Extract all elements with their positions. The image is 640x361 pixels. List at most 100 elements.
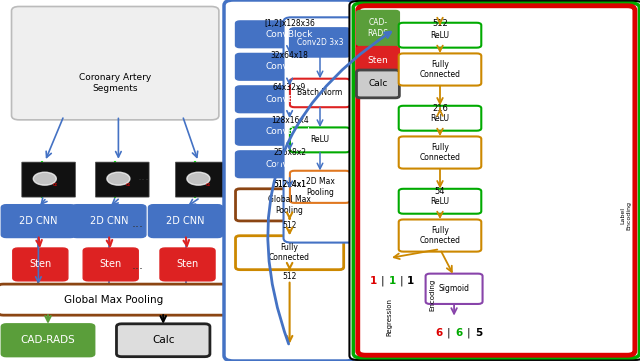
Text: Regression: Regression: [386, 297, 392, 336]
Text: 6: 6: [435, 328, 443, 338]
Text: ConvBlock: ConvBlock: [266, 127, 314, 136]
Text: Fully
Connected: Fully Connected: [419, 226, 461, 245]
Text: Fully
Connected: Fully Connected: [419, 60, 461, 79]
Text: ReLU: ReLU: [431, 31, 449, 40]
Text: ConvBlock: ConvBlock: [266, 95, 314, 104]
Text: 2D Max
Pooling: 2D Max Pooling: [305, 177, 335, 196]
FancyBboxPatch shape: [399, 189, 481, 214]
FancyBboxPatch shape: [175, 162, 229, 197]
Circle shape: [187, 172, 210, 185]
Text: α: α: [126, 182, 130, 187]
Text: 512: 512: [282, 221, 297, 230]
Text: ReLU: ReLU: [431, 114, 449, 123]
FancyBboxPatch shape: [236, 151, 344, 178]
FancyBboxPatch shape: [12, 6, 219, 120]
Text: Global Max
Pooling: Global Max Pooling: [268, 195, 311, 214]
Text: 512: 512: [432, 19, 448, 28]
Circle shape: [33, 172, 56, 185]
FancyBboxPatch shape: [236, 21, 344, 48]
FancyBboxPatch shape: [236, 118, 344, 145]
Text: ...: ...: [132, 259, 143, 272]
Text: |: |: [399, 275, 403, 286]
Text: 216: 216: [432, 104, 448, 113]
Text: ConvBlock: ConvBlock: [266, 30, 314, 39]
FancyBboxPatch shape: [290, 79, 350, 107]
FancyBboxPatch shape: [290, 127, 350, 152]
FancyBboxPatch shape: [95, 162, 149, 197]
FancyBboxPatch shape: [399, 136, 481, 169]
Text: Coronary Artery
Segments: Coronary Artery Segments: [79, 73, 151, 93]
Text: [1,2]x128x36: [1,2]x128x36: [264, 19, 315, 28]
Text: α: α: [52, 182, 56, 187]
FancyBboxPatch shape: [22, 162, 76, 197]
Text: Fully
Connected: Fully Connected: [269, 243, 310, 262]
Text: 512x4x1: 512x4x1: [273, 180, 306, 188]
FancyBboxPatch shape: [116, 324, 210, 357]
Text: Calc: Calc: [368, 79, 388, 88]
FancyBboxPatch shape: [420, 253, 492, 355]
Text: |: |: [380, 275, 384, 286]
Text: Sigmoid: Sigmoid: [438, 284, 470, 293]
FancyBboxPatch shape: [1, 324, 95, 357]
Text: 128x16x4: 128x16x4: [271, 116, 308, 125]
FancyBboxPatch shape: [148, 205, 223, 238]
Text: Label
Encoding: Label Encoding: [621, 201, 631, 230]
FancyBboxPatch shape: [290, 171, 350, 203]
FancyBboxPatch shape: [72, 205, 146, 238]
FancyBboxPatch shape: [236, 86, 344, 113]
FancyBboxPatch shape: [236, 53, 344, 80]
FancyBboxPatch shape: [284, 17, 356, 243]
Text: |: |: [447, 327, 451, 338]
Text: Calc: Calc: [152, 335, 175, 345]
Text: 256x8x2: 256x8x2: [273, 148, 306, 157]
Text: Global Max Pooling: Global Max Pooling: [64, 295, 163, 305]
FancyBboxPatch shape: [0, 284, 229, 315]
FancyBboxPatch shape: [426, 274, 483, 304]
Text: CAD-RADS: CAD-RADS: [20, 335, 76, 345]
Text: ReLU: ReLU: [431, 197, 449, 206]
Text: ConvBlock: ConvBlock: [266, 160, 314, 169]
Text: |: |: [467, 327, 470, 338]
Text: Sten: Sten: [29, 260, 51, 269]
FancyBboxPatch shape: [399, 53, 481, 86]
Text: CAD-
RADS: CAD- RADS: [367, 18, 388, 38]
FancyBboxPatch shape: [290, 28, 350, 57]
FancyBboxPatch shape: [1, 205, 76, 238]
Text: 32x64x18: 32x64x18: [271, 51, 308, 60]
FancyBboxPatch shape: [13, 248, 68, 281]
Text: ReLU: ReLU: [310, 135, 330, 144]
Text: Encoding: Encoding: [429, 278, 435, 311]
FancyBboxPatch shape: [399, 23, 481, 48]
FancyBboxPatch shape: [83, 248, 138, 281]
Text: Sten: Sten: [177, 260, 198, 269]
FancyBboxPatch shape: [224, 0, 355, 361]
Text: 2D CNN: 2D CNN: [90, 216, 128, 226]
Text: 512: 512: [282, 272, 297, 280]
Text: Batch Norm: Batch Norm: [298, 88, 342, 97]
Text: α: α: [206, 182, 210, 187]
FancyBboxPatch shape: [356, 70, 399, 98]
Text: 6: 6: [456, 328, 463, 338]
FancyBboxPatch shape: [366, 10, 627, 351]
Text: 1: 1: [369, 276, 376, 286]
Text: 64x32x9: 64x32x9: [273, 83, 306, 92]
Text: 1: 1: [388, 276, 396, 286]
Text: 5: 5: [475, 328, 482, 338]
FancyBboxPatch shape: [356, 47, 399, 74]
FancyBboxPatch shape: [356, 10, 399, 45]
Text: 54: 54: [435, 187, 445, 196]
Circle shape: [107, 172, 130, 185]
Text: 2D CNN: 2D CNN: [166, 216, 205, 226]
FancyBboxPatch shape: [349, 1, 640, 360]
Text: ...: ...: [138, 170, 150, 183]
FancyBboxPatch shape: [399, 106, 481, 131]
Text: 1: 1: [407, 276, 414, 286]
FancyBboxPatch shape: [236, 189, 344, 221]
Text: ConvBlock: ConvBlock: [266, 62, 314, 71]
FancyBboxPatch shape: [236, 236, 344, 270]
FancyBboxPatch shape: [399, 219, 481, 252]
Text: 2D CNN: 2D CNN: [19, 216, 58, 226]
Text: Fully
Connected: Fully Connected: [419, 143, 461, 162]
Text: 512x4x1: 512x4x1: [273, 180, 306, 188]
Text: ...: ...: [132, 217, 143, 230]
